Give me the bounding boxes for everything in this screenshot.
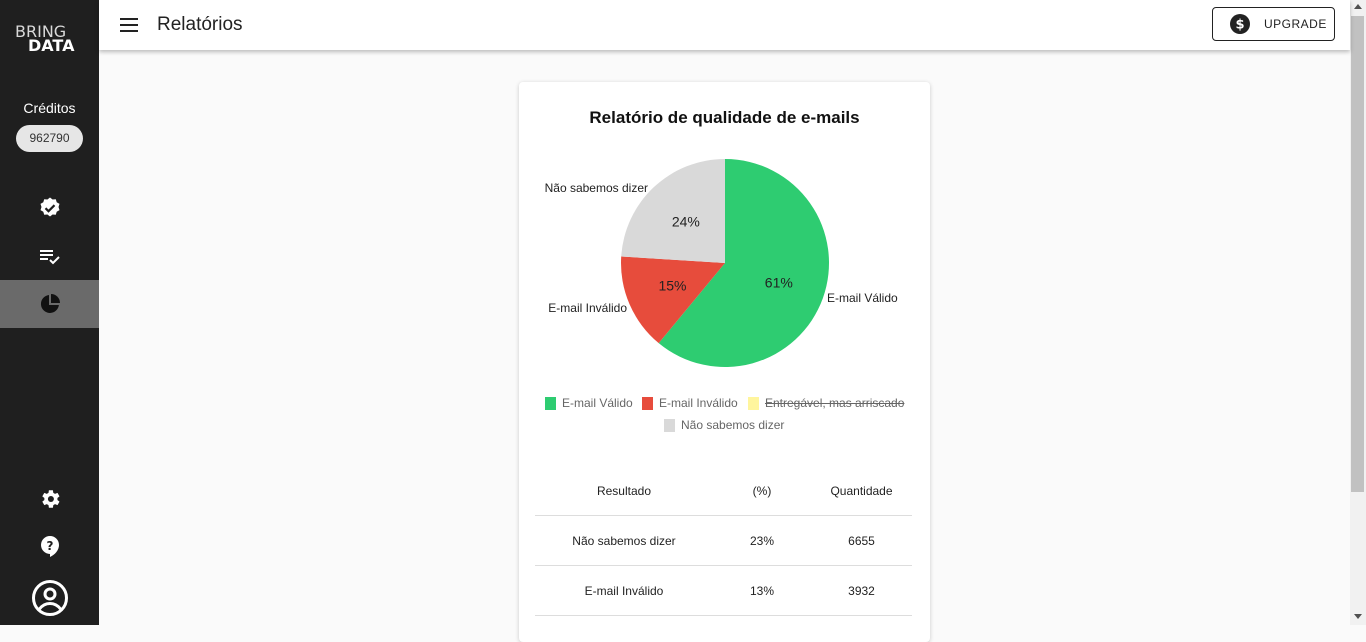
results-table: Resultado (%) Quantidade Não sabemos diz… xyxy=(535,466,912,616)
legend-label: Entregável, mas arriscado xyxy=(765,396,905,410)
nav-item-account[interactable] xyxy=(0,574,99,622)
slice-percent-label: 15% xyxy=(658,278,686,294)
upgrade-button[interactable]: $ UPGRADE xyxy=(1212,7,1335,41)
account-circle-icon xyxy=(31,580,68,616)
slice-name-label: E-mail Inválido xyxy=(548,301,627,315)
legend-item[interactable]: E-mail Inválido xyxy=(642,396,738,410)
credits-badge: 962790 xyxy=(16,125,83,152)
legend-label: E-mail Válido xyxy=(562,396,633,410)
help-icon: ? xyxy=(40,536,59,557)
table-row: Não sabemos dizer 23% 6655 xyxy=(535,515,912,566)
page-scrollbar[interactable] xyxy=(1350,0,1366,625)
legend-swatch xyxy=(545,396,556,410)
page-title: Relatórios xyxy=(157,14,243,35)
report-card: Relatório de qualidade de e-mails 61% E-m… xyxy=(519,82,930,642)
nav-item-lists[interactable] xyxy=(0,232,99,280)
pie-slice[interactable] xyxy=(621,256,725,344)
legend-item[interactable]: Entregável, mas arriscado xyxy=(748,396,904,410)
bring-data-logo: BRING DATA xyxy=(14,20,94,56)
checklist-icon xyxy=(39,250,60,265)
nav-item-help[interactable]: ? xyxy=(0,522,99,570)
scroll-down-arrow-icon[interactable] xyxy=(1354,614,1362,619)
cell-resultado: Não sabemos dizer xyxy=(535,515,713,566)
scroll-thumb[interactable] xyxy=(1351,16,1364,492)
hamburger-menu-icon[interactable] xyxy=(119,15,139,35)
table-row: E-mail Inválido 13% 3932 xyxy=(535,565,912,616)
settings-gear-icon xyxy=(41,490,59,508)
legend-swatch xyxy=(748,396,759,410)
pie-chart-icon xyxy=(40,294,60,313)
cell-resultado: E-mail Inválido xyxy=(535,565,713,616)
sidebar: BRING DATA Créditos 962790 ? xyxy=(0,0,99,625)
nav-item-settings[interactable] xyxy=(0,475,99,523)
slice-percent-label: 24% xyxy=(672,213,700,229)
column-header-resultado: Resultado xyxy=(535,466,713,516)
legend-swatch xyxy=(642,396,653,410)
legend-swatch xyxy=(664,418,675,432)
legend-item[interactable]: Não sabemos dizer xyxy=(664,418,784,432)
legend-label: E-mail Inválido xyxy=(659,396,738,410)
pie-slice[interactable] xyxy=(658,159,829,367)
credits-label: Créditos xyxy=(23,100,76,116)
column-header-percent: (%) xyxy=(713,466,811,516)
pie-slice[interactable] xyxy=(621,159,725,263)
svg-text:$: $ xyxy=(1235,18,1244,33)
legend-item[interactable]: E-mail Válido xyxy=(545,396,633,410)
cell-percent: 13% xyxy=(713,565,811,616)
top-app-bar: Relatórios $ UPGRADE xyxy=(99,0,1350,50)
svg-text:?: ? xyxy=(46,539,53,553)
logo-text-bottom: DATA xyxy=(28,36,75,55)
chart-title: Relatório de qualidade de e-mails xyxy=(589,108,860,127)
upgrade-label: UPGRADE xyxy=(1264,17,1327,31)
nav-item-validation[interactable] xyxy=(0,184,99,232)
slice-name-label: Não sabemos dizer xyxy=(545,181,648,195)
dollar-circle-icon: $ xyxy=(1230,14,1250,34)
table-header-row: Resultado (%) Quantidade xyxy=(535,466,912,516)
cell-percent: 23% xyxy=(713,515,811,566)
verified-badge-icon xyxy=(40,197,59,217)
scroll-up-arrow-icon[interactable] xyxy=(1354,4,1362,9)
column-header-quantidade: Quantidade xyxy=(811,466,912,516)
slice-percent-label: 61% xyxy=(765,274,793,290)
cell-quantidade: 6655 xyxy=(811,515,912,566)
logo-text-top: BRING xyxy=(15,22,67,41)
pie-chart: 61% E-mail Válido 15% E-mail Inválido 24% Não… xyxy=(545,159,898,367)
slice-name-label: E-mail Válido xyxy=(827,291,898,305)
nav-item-reports[interactable] xyxy=(0,280,99,328)
cell-quantidade: 3932 xyxy=(811,565,912,616)
legend-label: Não sabemos dizer xyxy=(681,418,785,432)
